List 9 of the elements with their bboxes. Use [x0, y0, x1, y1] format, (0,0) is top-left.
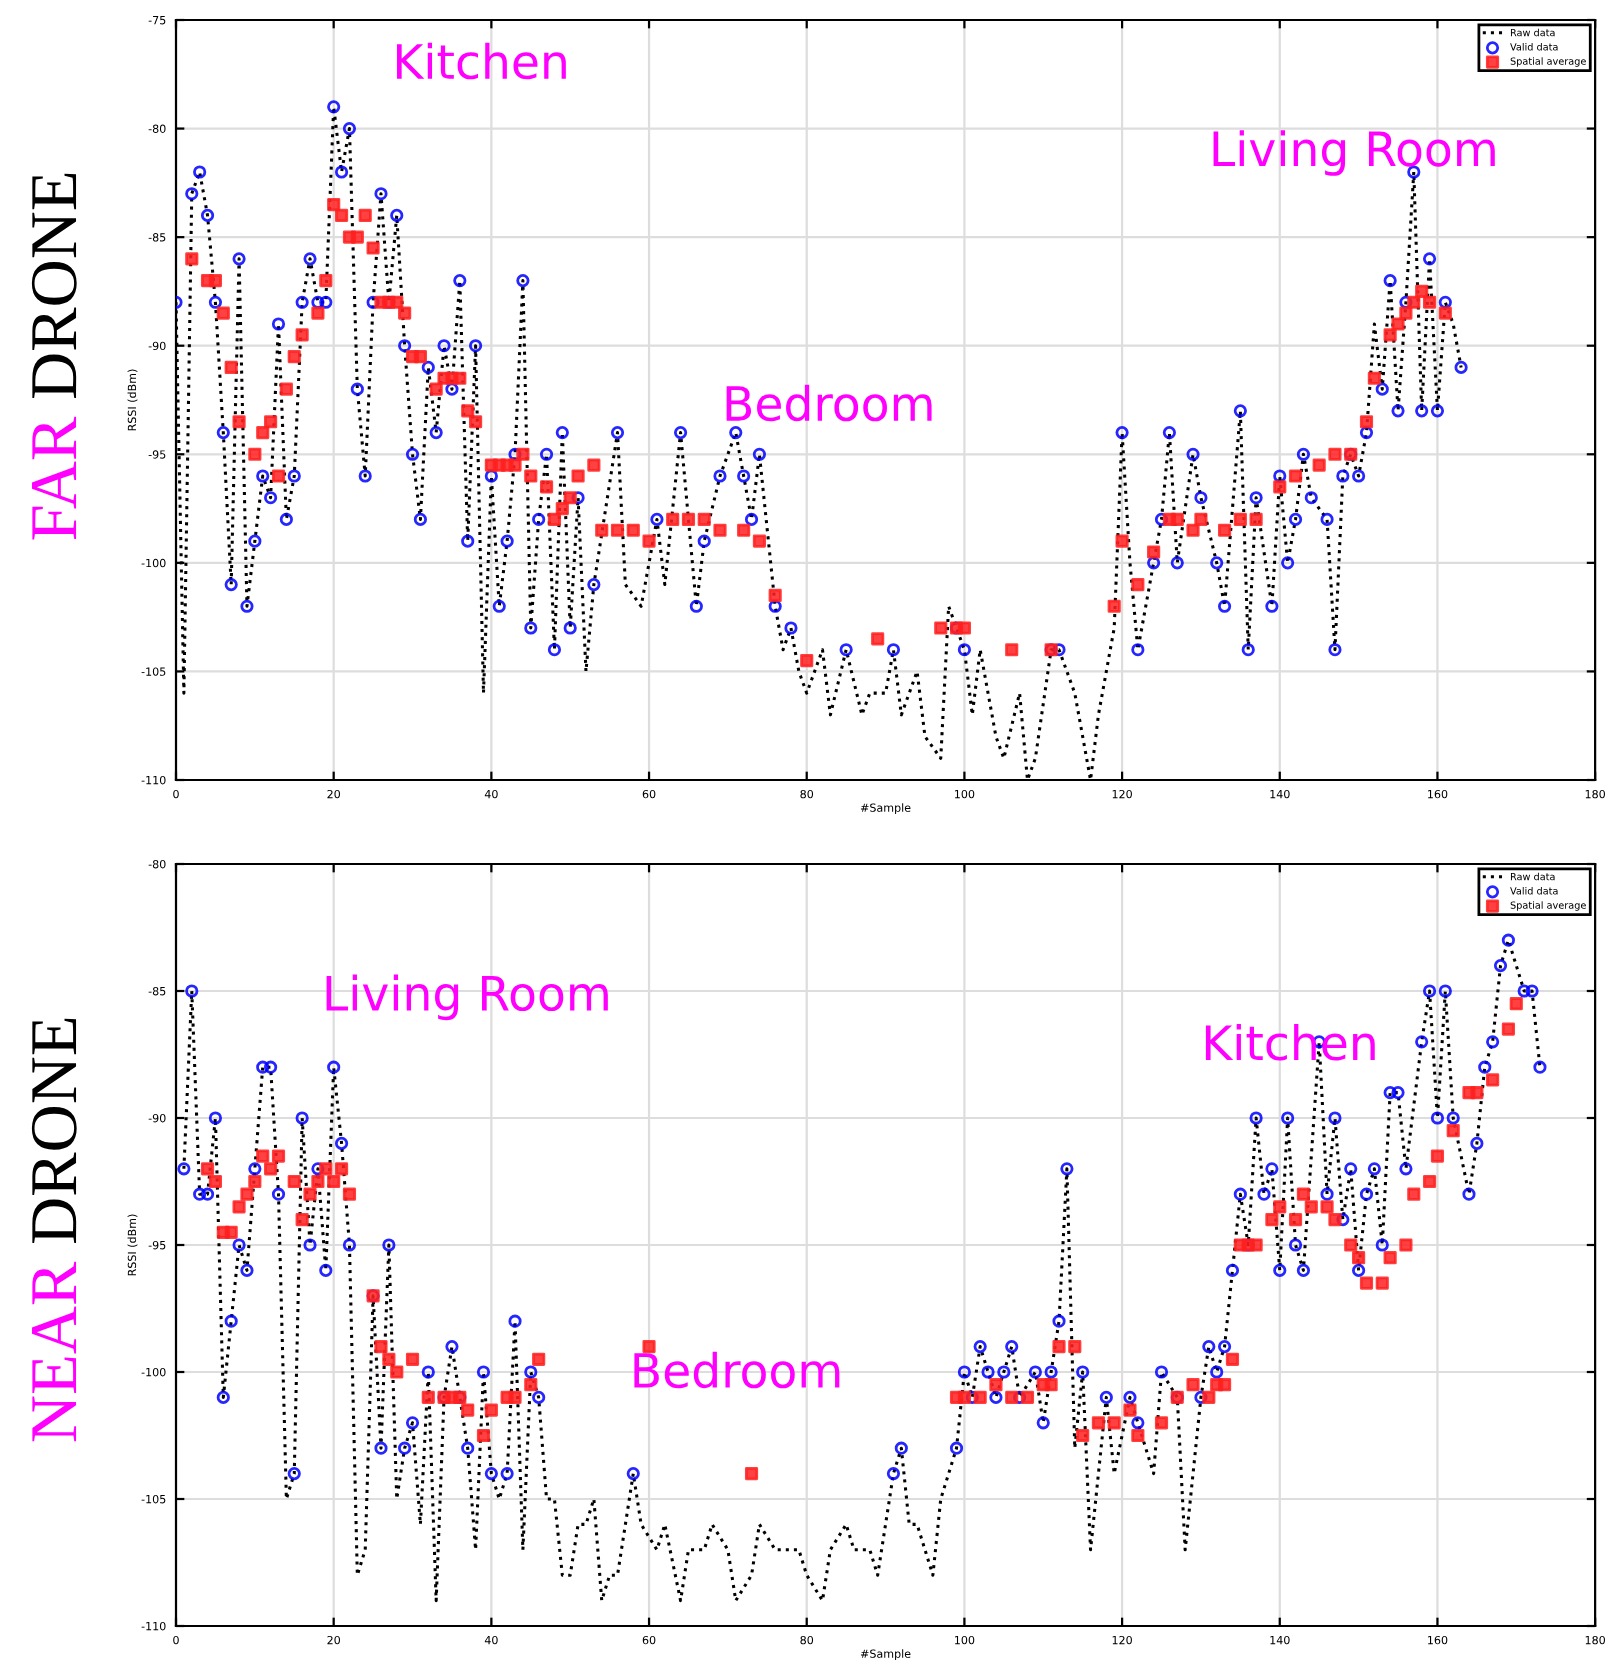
line-series [182, 938, 1542, 1603]
text: FAR DRONE [31, 173, 77, 540]
annotation: Kitchen [1205, 1024, 1375, 1061]
annotation: Bedroom [726, 384, 932, 422]
annotation: Bedroom [634, 1351, 840, 1389]
annotation: Living Room [326, 974, 608, 1021]
text: NEAR DRONE [31, 1018, 77, 1442]
annotation: Kitchen [397, 42, 566, 80]
annotation: Living Room [1213, 130, 1495, 176]
